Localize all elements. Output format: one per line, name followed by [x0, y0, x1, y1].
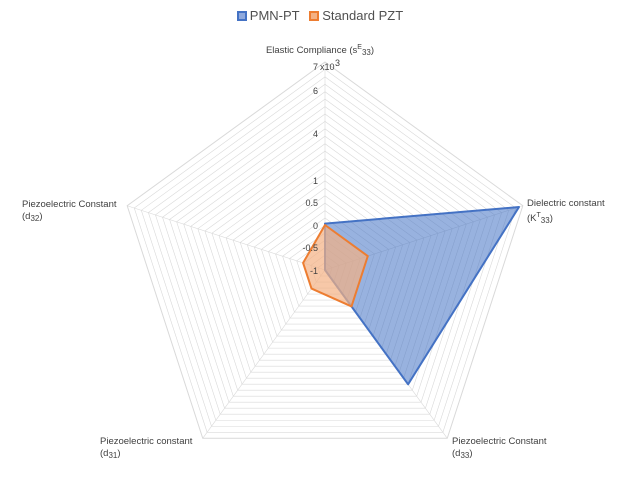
legend-label-pmn-pt: PMN-PT: [249, 8, 300, 23]
grid-ring: [190, 128, 460, 385]
axis-label-d31: Piezoelectric constant (d31): [100, 436, 193, 460]
tick-label: 1: [313, 176, 318, 186]
grid-ring: [126, 61, 524, 439]
legend-item-pmn-pt[interactable]: PMN-PT: [236, 8, 300, 23]
axis-label-d32: Piezoelectric Constant (d32): [22, 199, 117, 223]
grid-spoke: [202, 269, 326, 439]
grid-ring: [140, 76, 510, 427]
tick-label: 4: [313, 129, 318, 139]
tick-label: -1: [310, 266, 318, 276]
grid-ring: [162, 98, 488, 409]
axis-label-elastic-compliance: Elastic Compliance (sE33): [265, 44, 375, 57]
tick-label: -0.5: [302, 243, 318, 253]
legend-swatch-standard-pzt: [309, 10, 320, 21]
tick-label: 7: [313, 62, 318, 72]
grid-ring: [176, 113, 474, 397]
legend-item-standard-pzt[interactable]: Standard PZT: [309, 8, 403, 23]
grid-spoke: [127, 205, 326, 271]
legend-swatch-pmn-pt: [236, 10, 247, 21]
grid-ring: [155, 91, 495, 415]
grid-ring: [148, 83, 502, 421]
grid-ring: [183, 121, 467, 391]
tick-multiplier-exponent: 3: [335, 58, 340, 68]
tick-label: 0.5: [305, 198, 318, 208]
axis-label-dielectric-constant: Dielectric constant (KT33): [527, 198, 605, 225]
tick-multiplier: x10: [320, 62, 335, 72]
chart-legend: PMN-PT Standard PZT: [0, 8, 640, 24]
tick-label: 6: [313, 86, 318, 96]
series-standard-pzt-area: [302, 224, 369, 308]
tick-label: 0: [313, 221, 318, 231]
grid-ring: [197, 135, 453, 379]
grid-ring: [169, 106, 481, 403]
axis-label-d33: Piezoelectric Constant (d33): [452, 436, 547, 460]
grid-ring: [133, 69, 517, 433]
legend-label-standard-pzt: Standard PZT: [322, 8, 404, 23]
